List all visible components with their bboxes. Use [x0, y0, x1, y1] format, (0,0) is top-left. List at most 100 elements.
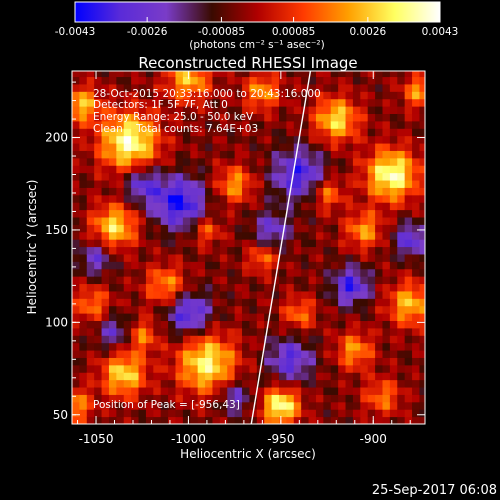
heatmap-cell [94, 217, 103, 225]
heatmap-cell [315, 268, 324, 277]
heatmap-cell [360, 394, 369, 403]
heatmap-cell [182, 165, 191, 174]
heatmap-cell [375, 416, 383, 424]
heatmap-cell [234, 202, 243, 211]
heatmap-cell [375, 268, 383, 277]
heatmap-cell [219, 335, 228, 344]
heatmap-cell [352, 276, 361, 285]
heatmap-cell [286, 401, 295, 410]
heatmap-cell [360, 128, 369, 137]
heatmap-cell [227, 320, 236, 329]
heatmap-cell [264, 268, 273, 277]
heatmap-cell [168, 113, 176, 122]
heatmap-cell [212, 194, 221, 203]
heatmap-cell [108, 98, 117, 107]
heatmap-cell [145, 91, 154, 100]
heatmap-cell [101, 342, 110, 351]
heatmap-cell [249, 157, 258, 166]
heatmap-cell [345, 98, 354, 107]
heatmap-cell [138, 394, 147, 403]
heatmap-cell [256, 320, 265, 329]
heatmap-cell [330, 253, 339, 262]
heatmap-cell [308, 416, 317, 424]
heatmap-cell [330, 165, 339, 174]
heatmap-cell [101, 98, 110, 107]
heatmap-cell [138, 357, 147, 366]
heatmap-cell [101, 71, 110, 78]
heatmap-cell [412, 239, 420, 248]
heatmap-cell [367, 416, 376, 424]
heatmap-cell [404, 350, 413, 358]
heatmap-cell [397, 98, 406, 107]
heatmap-cell [190, 71, 199, 78]
heatmap-cell [278, 113, 287, 122]
heatmap-cell [227, 394, 236, 403]
heatmap-cell [315, 394, 324, 403]
heatmap-cell [330, 416, 339, 424]
heatmap-cell [234, 135, 243, 144]
heatmap-cell [315, 335, 324, 344]
heatmap-cell [308, 313, 317, 322]
heatmap-cell [190, 335, 199, 344]
heatmap-cell [145, 71, 154, 78]
heatmap-cell [397, 194, 406, 203]
heatmap-cell [256, 120, 265, 129]
heatmap-cell [123, 276, 132, 285]
heatmap-cell [175, 416, 184, 424]
heatmap-cell [360, 261, 369, 270]
heatmap-cell [308, 290, 317, 299]
heatmap-cell [190, 387, 199, 395]
heatmap-cell [116, 401, 125, 410]
heatmap-cell [271, 106, 280, 115]
heatmap-cell [412, 113, 420, 122]
heatmap-cell [264, 305, 273, 314]
heatmap-cell [160, 143, 169, 151]
heatmap-cell [145, 327, 154, 336]
heatmap-cell [197, 91, 206, 100]
heatmap-cell [94, 202, 103, 211]
heatmap-cell [212, 394, 221, 403]
heatmap-cell [330, 217, 339, 225]
heatmap-cell [86, 283, 95, 292]
heatmap-cell [367, 165, 376, 174]
heatmap-cell [271, 342, 280, 351]
heatmap-cell [108, 91, 117, 100]
heatmap-cell [419, 98, 425, 107]
heatmap-cell [264, 394, 273, 403]
heatmap-cell [205, 283, 213, 292]
heatmap-cell [138, 290, 147, 299]
heatmap-cell [352, 394, 361, 403]
heatmap-cell [175, 305, 184, 314]
heatmap-cell [205, 106, 213, 115]
heatmap-cell [242, 409, 250, 418]
heatmap-cell [205, 217, 213, 225]
heatmap-cell [190, 372, 199, 381]
heatmap-cell [145, 364, 154, 373]
heatmap-cell [397, 157, 406, 166]
heatmap-cell [256, 416, 265, 424]
heatmap-cell [352, 106, 361, 115]
heatmap-cell [301, 83, 310, 92]
heatmap-cell [227, 253, 236, 262]
heatmap-cell [286, 91, 295, 100]
heatmap-cell [256, 113, 265, 122]
heatmap-cell [94, 106, 103, 115]
heatmap-cell [212, 268, 221, 277]
heatmap-cell [145, 172, 154, 181]
heatmap-cell [286, 327, 295, 336]
heatmap-cell [160, 217, 169, 225]
heatmap-cell [330, 194, 339, 203]
heatmap-cell [131, 394, 140, 403]
heatmap-cell [375, 209, 383, 218]
heatmap-cell [419, 135, 425, 144]
heatmap-cell [271, 194, 280, 203]
heatmap-cell [212, 261, 221, 270]
heatmap-cell [145, 150, 154, 159]
heatmap-cell [345, 387, 354, 395]
heatmap-cell [153, 172, 162, 181]
heatmap-cell [205, 172, 213, 181]
heatmap-cell [197, 416, 206, 424]
heatmap-cell [234, 313, 243, 322]
heatmap-cell [286, 98, 295, 107]
